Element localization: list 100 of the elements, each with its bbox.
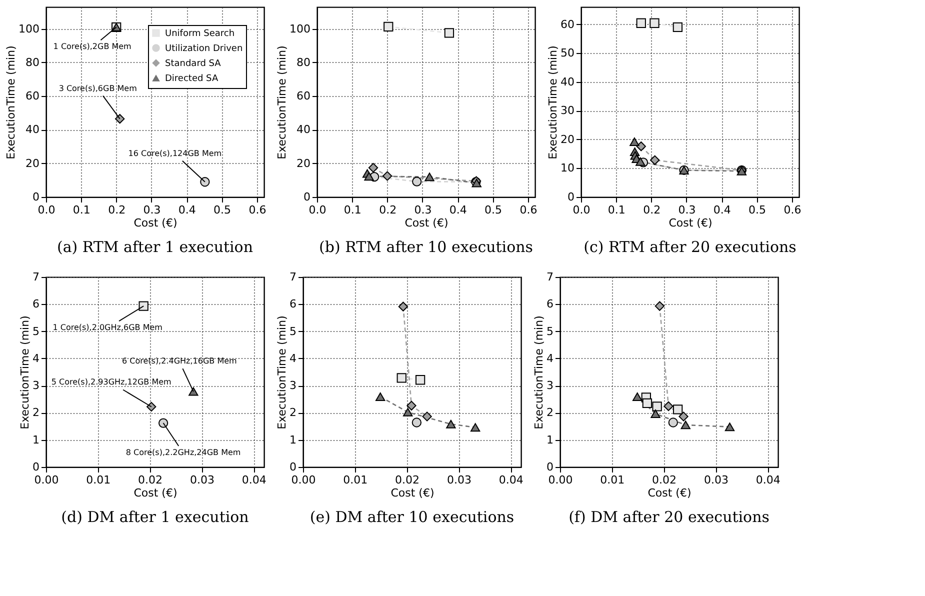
y-tick-label: 1 xyxy=(290,433,296,446)
y-tick-label: 6 xyxy=(546,298,554,311)
y-tick-label: 1 xyxy=(32,433,40,446)
y-axis-title: ExecutionTime (min) xyxy=(532,316,546,430)
x-tick-label: 0.0 xyxy=(38,204,56,216)
text: (e) DM after 10 executions xyxy=(310,508,514,526)
x-tick-label: 0.4 xyxy=(178,204,196,216)
y-tick-label: 2 xyxy=(32,406,40,420)
x-tick-label: 0.1 xyxy=(344,204,362,216)
y-tick-label: 0 xyxy=(568,190,574,204)
y-tick-label: 5 xyxy=(32,324,40,338)
y-tick-label: 2 xyxy=(546,406,554,420)
y-tick-label: 10 xyxy=(560,162,574,175)
x-tick-label: 0.5 xyxy=(484,204,502,216)
y-tick-label: 5 xyxy=(290,324,296,338)
y-tick-label: 0 xyxy=(304,190,310,204)
annotation: 6 Core(s),2.4GHz,16GB Mem xyxy=(122,356,238,366)
x-tick-label: 0.03 xyxy=(446,474,472,486)
annotation: 1 Core(s),2.0GHz,6GB Mem xyxy=(52,323,163,332)
y-axis-title: ExecutionTime (min) xyxy=(276,316,288,430)
y-tick-label: 4 xyxy=(546,352,554,365)
x-tick-label: 0.6 xyxy=(248,204,266,216)
annotation: 16 Core(s),124GB Mem xyxy=(128,148,222,158)
annotation: 1 Core(s),2GB Mem xyxy=(53,42,132,52)
legend-label: Utilization Driven xyxy=(165,44,243,54)
y-tick-label: 4 xyxy=(290,352,296,365)
x-tick-label: 0.6 xyxy=(784,204,802,216)
x-tick-label: 0.04 xyxy=(756,474,780,486)
y-tick-label: 6 xyxy=(32,298,40,311)
y-axis-title: ExecutionTime (min) xyxy=(276,46,289,160)
x-tick-label: 0.01 xyxy=(343,474,368,486)
x-tick-label: 0.04 xyxy=(498,474,524,486)
y-tick-label: 20 xyxy=(296,156,310,170)
y-tick-label: 30 xyxy=(560,104,574,118)
y-tick-label: 7 xyxy=(546,270,554,284)
x-tick-label: 0.2 xyxy=(643,204,661,216)
y-tick-label: 80 xyxy=(26,56,40,69)
x-tick-label: 0.00 xyxy=(34,474,59,486)
x-tick-label: 0.01 xyxy=(86,474,111,486)
y-tick-label: 0 xyxy=(32,190,40,204)
legend-label: Standard SA xyxy=(165,59,222,69)
x-tick-label: 0.0 xyxy=(308,204,326,216)
x-tick-label: 0.1 xyxy=(72,204,90,216)
y-tick-label: 0 xyxy=(546,460,554,474)
x-tick-label: 0.04 xyxy=(242,474,266,486)
x-tick-label: 0.0 xyxy=(572,204,590,216)
x-tick-label: 0.5 xyxy=(214,204,232,216)
y-tick-label: 1 xyxy=(546,433,554,446)
y-tick-label: 40 xyxy=(296,123,310,136)
y-tick-label: 60 xyxy=(560,18,574,31)
x-axis-title: Cost (€) xyxy=(404,216,448,230)
y-tick-label: 20 xyxy=(26,156,40,170)
x-tick-label: 0.6 xyxy=(520,204,538,216)
x-tick-label: 0.3 xyxy=(143,204,161,216)
x-tick-label: 0.3 xyxy=(678,204,696,216)
y-tick-label: 5 xyxy=(546,324,554,338)
x-tick-label: 0.2 xyxy=(108,204,126,216)
x-axis-title: Cost (€) xyxy=(134,486,178,500)
y-tick-label: 80 xyxy=(296,56,310,69)
y-tick-label: 60 xyxy=(26,90,40,103)
legend-label: Uniform Search xyxy=(165,29,235,39)
x-tick-label: 0.02 xyxy=(138,474,163,486)
y-tick-label: 7 xyxy=(290,270,296,284)
y-tick-label: 6 xyxy=(290,298,296,311)
x-tick-label: 0.4 xyxy=(713,204,731,216)
y-tick-label: 60 xyxy=(296,90,310,103)
x-tick-label: 0.02 xyxy=(652,474,677,486)
y-tick-label: 100 xyxy=(18,22,40,36)
x-tick-label: 0.00 xyxy=(548,474,573,486)
y-tick-label: 40 xyxy=(560,75,574,88)
x-tick-label: 0.1 xyxy=(608,204,626,216)
y-tick-label: 4 xyxy=(32,352,40,365)
y-axis-title: ExecutionTime (min) xyxy=(4,46,18,160)
y-axis-title: ExecutionTime (min) xyxy=(18,316,32,430)
x-axis-title: Cost (€) xyxy=(390,486,434,500)
y-tick-label: 0 xyxy=(32,460,40,474)
text: (d) DM after 1 execution xyxy=(61,508,250,526)
y-tick-label: 20 xyxy=(560,132,574,146)
y-tick-label: 3 xyxy=(546,379,554,392)
y-tick-label: 0 xyxy=(290,460,296,474)
x-axis-title: Cost (€) xyxy=(648,486,692,500)
x-tick-label: 0.3 xyxy=(414,204,432,216)
y-tick-label: 7 xyxy=(32,270,40,284)
x-tick-label: 0.5 xyxy=(748,204,766,216)
legend-label: Directed SA xyxy=(165,74,219,84)
text: (c) RTM after 20 executions xyxy=(584,238,796,256)
x-tick-label: 0.2 xyxy=(379,204,397,216)
annotation: 5 Core(s),2.93GHz,12GB Mem xyxy=(51,378,172,387)
y-tick-label: 3 xyxy=(32,379,40,392)
x-tick-label: 0.03 xyxy=(190,474,214,486)
x-tick-label: 0.4 xyxy=(449,204,467,216)
text: (f) DM after 20 executions xyxy=(568,508,770,526)
y-tick-label: 3 xyxy=(290,379,296,392)
text: (b) RTM after 10 executions xyxy=(319,238,533,256)
text: (a) RTM after 1 execution xyxy=(56,238,254,256)
y-tick-label: 40 xyxy=(26,123,40,136)
y-tick-label: 50 xyxy=(560,46,574,60)
y-tick-label: 100 xyxy=(290,22,310,36)
x-tick-label: 0.01 xyxy=(600,474,625,486)
x-tick-label: 0.00 xyxy=(291,474,316,486)
